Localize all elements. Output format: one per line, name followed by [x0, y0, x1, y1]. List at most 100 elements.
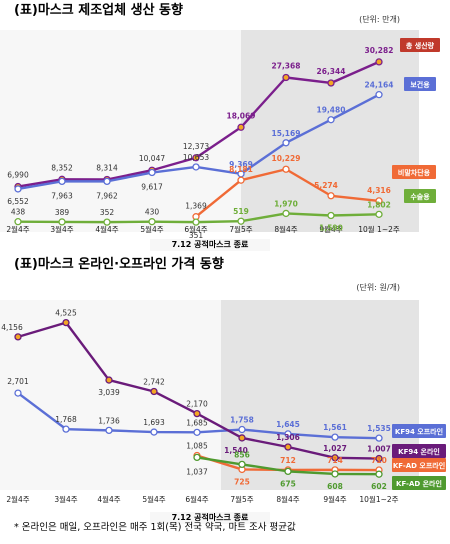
- x-tick-label: 3월4주: [50, 224, 73, 234]
- data-point: [375, 197, 383, 205]
- event-label-box: [150, 239, 270, 251]
- data-label: 1,085: [186, 442, 208, 451]
- production-chart: (표)마스크 제조업체 생산 동향 (단위: 만개) 7.12 공적마스크 종료 2월…: [0, 2, 440, 251]
- data-label: 1,037: [186, 467, 208, 476]
- data-point: [282, 165, 290, 173]
- x-tick-label: 10월 1~2주: [358, 224, 400, 234]
- data-label: 7,963: [51, 191, 73, 200]
- x-tick-label: 4월4주: [97, 494, 120, 504]
- data-label: 2,701: [7, 377, 29, 386]
- legend-badge: [400, 38, 440, 52]
- data-point: [148, 168, 156, 177]
- data-label: 8,314: [96, 163, 118, 172]
- data-label: 519: [233, 207, 249, 216]
- data-point: [192, 154, 200, 162]
- event-label: 7.12 공적마스크 종료: [172, 512, 249, 522]
- data-point: [238, 460, 246, 469]
- data-point: [331, 470, 339, 478]
- x-tick-label: 7월5주: [230, 494, 253, 504]
- data-label: 19,480: [317, 106, 346, 115]
- data-label: 1,540: [224, 446, 248, 455]
- data-label: 351: [189, 231, 204, 240]
- data-point: [282, 209, 290, 218]
- data-label: 5,274: [314, 181, 338, 190]
- data-point: [103, 177, 111, 186]
- data-label: 8,352: [51, 163, 73, 172]
- data-label: 1,369: [185, 202, 207, 211]
- data-label: 1,590: [319, 223, 343, 232]
- data-point: [150, 428, 158, 436]
- data-point: [14, 333, 22, 341]
- data-point: [62, 425, 70, 433]
- x-tick-label: 7월5주: [229, 224, 252, 234]
- event-label-box: [150, 512, 270, 524]
- data-label: 24,164: [365, 81, 394, 90]
- data-label: 1,802: [367, 200, 391, 209]
- legend-badge: [392, 476, 446, 490]
- data-point: [327, 116, 335, 124]
- x-tick-label: 6월4주: [185, 494, 208, 504]
- data-point: [58, 218, 66, 226]
- data-point: [375, 210, 383, 219]
- chart-title: (표)마스크 제조업체 생산 동향: [14, 2, 183, 18]
- event-label: 7.12 공적마스크 종료: [172, 239, 249, 249]
- data-label: 1,768: [55, 415, 77, 424]
- data-label: 4,525: [55, 309, 77, 318]
- data-label: 1,306: [276, 433, 300, 442]
- data-point: [284, 443, 292, 451]
- x-tick-label: 6월4주: [184, 224, 207, 234]
- x-tick-label: 5월4주: [142, 494, 165, 504]
- legend-badge: [404, 189, 436, 203]
- legend-badge: [392, 165, 436, 179]
- x-tick-label: 9월4주: [323, 494, 346, 504]
- data-point: [62, 318, 70, 327]
- legend-badge-label: KF-AD 오프라인: [393, 461, 445, 470]
- data-label: 10,229: [272, 154, 301, 163]
- x-tick-label: 2월4주: [6, 224, 29, 234]
- data-point: [148, 218, 156, 226]
- plot-background-before: [0, 30, 241, 232]
- data-point: [193, 453, 201, 462]
- data-label: 3,039: [98, 388, 120, 397]
- data-label: 675: [280, 479, 296, 488]
- data-label: 714: [327, 456, 343, 465]
- legend-badge-label: KF94 온라인: [398, 447, 440, 456]
- data-point: [237, 217, 245, 225]
- data-label: 7,962: [96, 191, 118, 200]
- data-label: 27,368: [272, 62, 301, 71]
- data-point: [375, 470, 383, 478]
- data-point: [327, 79, 335, 87]
- data-label: 8,181: [229, 165, 253, 174]
- legend-badge: [392, 458, 446, 472]
- data-label: 352: [100, 208, 115, 217]
- data-label: 10,653: [183, 153, 209, 162]
- data-point: [327, 211, 335, 220]
- legend-badge-label: 보건용: [410, 80, 430, 89]
- data-label: 2,742: [143, 378, 165, 387]
- data-point: [375, 454, 383, 463]
- data-point: [193, 428, 201, 437]
- x-tick-label: 5월4주: [140, 224, 163, 234]
- data-label: 856: [234, 450, 250, 459]
- data-label: 608: [327, 482, 343, 491]
- data-label: 1,736: [98, 416, 120, 425]
- data-point: [103, 218, 111, 226]
- x-tick-label: 8월4주: [274, 224, 297, 234]
- plot-background-after: [241, 30, 419, 232]
- x-tick-label: 8월4주: [276, 494, 299, 504]
- data-point: [327, 192, 335, 200]
- data-label: 6,990: [7, 171, 29, 180]
- legend-badge-label: KF94 오프라인: [395, 427, 443, 436]
- legend-badge: [404, 77, 436, 91]
- data-label: 438: [11, 208, 26, 217]
- data-label: 4,316: [367, 186, 391, 195]
- data-point: [14, 218, 22, 226]
- data-label: 1,027: [323, 444, 347, 453]
- x-tick-label: 4월4주: [95, 224, 118, 234]
- data-point: [331, 454, 339, 462]
- data-label: 602: [371, 482, 387, 491]
- data-point: [105, 376, 113, 384]
- data-label: 1,535: [367, 424, 391, 433]
- data-label: 18,069: [227, 111, 256, 120]
